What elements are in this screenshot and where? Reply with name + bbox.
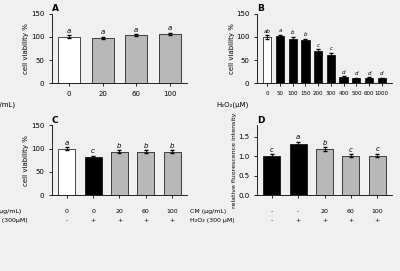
Text: a: a xyxy=(64,140,69,146)
Text: 0: 0 xyxy=(65,209,69,214)
Bar xyxy=(316,149,333,195)
Text: +: + xyxy=(117,218,122,223)
Text: CM (μg/mL): CM (μg/mL) xyxy=(190,209,226,214)
Text: d: d xyxy=(380,71,384,76)
Y-axis label: cell viability %: cell viability % xyxy=(24,23,30,74)
Text: b: b xyxy=(170,143,174,149)
Bar xyxy=(327,54,335,83)
Text: c: c xyxy=(329,46,332,51)
Bar xyxy=(378,78,386,83)
Bar xyxy=(159,34,181,83)
Text: +: + xyxy=(375,218,380,223)
Bar xyxy=(137,152,154,195)
Bar xyxy=(84,157,102,195)
Bar xyxy=(164,152,181,195)
Text: +: + xyxy=(143,218,148,223)
Y-axis label: relative fluorescence intensity: relative fluorescence intensity xyxy=(232,112,237,208)
Text: c: c xyxy=(349,147,353,153)
Text: c: c xyxy=(317,43,320,47)
Text: c: c xyxy=(270,147,274,153)
Text: a: a xyxy=(278,28,282,33)
Text: -: - xyxy=(271,218,273,223)
Text: a: a xyxy=(67,28,71,34)
Text: 60: 60 xyxy=(347,209,355,214)
Bar xyxy=(276,36,284,83)
Bar xyxy=(111,152,128,195)
Bar xyxy=(342,156,360,195)
Text: b: b xyxy=(304,32,307,37)
Text: +: + xyxy=(90,218,96,223)
Bar xyxy=(314,51,322,83)
Bar xyxy=(263,156,280,195)
Bar xyxy=(263,37,272,83)
Text: CM(μg/mL): CM(μg/mL) xyxy=(0,102,16,108)
Text: H₂O₂ (300 μM): H₂O₂ (300 μM) xyxy=(190,218,234,223)
Text: a: a xyxy=(296,134,300,140)
Text: -: - xyxy=(66,218,68,223)
Bar xyxy=(369,156,386,195)
Bar xyxy=(289,39,297,83)
Text: a: a xyxy=(168,25,172,31)
Text: H₂O₂ (300μM): H₂O₂ (300μM) xyxy=(0,218,27,223)
Bar xyxy=(365,78,373,83)
Text: 100: 100 xyxy=(372,209,383,214)
Bar xyxy=(352,78,360,83)
Bar xyxy=(92,38,114,83)
Text: c: c xyxy=(375,146,379,153)
Text: +: + xyxy=(170,218,175,223)
Text: b: b xyxy=(117,143,122,149)
Text: d: d xyxy=(354,71,358,76)
Text: d: d xyxy=(342,70,345,75)
Text: a: a xyxy=(100,30,105,36)
Text: CM (μg/mL): CM (μg/mL) xyxy=(0,209,21,214)
Text: b: b xyxy=(291,30,294,36)
Bar xyxy=(58,149,75,195)
Bar xyxy=(125,35,147,83)
Text: +: + xyxy=(296,218,301,223)
Bar xyxy=(301,40,310,83)
Y-axis label: cell viability %: cell viability % xyxy=(24,135,30,186)
Text: d: d xyxy=(367,71,371,76)
Text: B: B xyxy=(257,4,264,13)
Text: -: - xyxy=(297,209,299,214)
Bar xyxy=(340,77,348,83)
Text: +: + xyxy=(348,218,354,223)
Text: 20: 20 xyxy=(116,209,123,214)
Text: D: D xyxy=(257,115,264,124)
Text: b: b xyxy=(144,143,148,149)
Text: 0: 0 xyxy=(91,209,95,214)
Bar xyxy=(290,144,307,195)
Text: -: - xyxy=(271,209,273,214)
Text: 100: 100 xyxy=(166,209,178,214)
Text: b: b xyxy=(322,140,327,146)
Text: c: c xyxy=(91,148,95,154)
Text: ab: ab xyxy=(264,28,271,34)
Text: H₂O₂(μM): H₂O₂(μM) xyxy=(217,102,249,108)
Text: 60: 60 xyxy=(142,209,150,214)
Text: a: a xyxy=(134,27,138,33)
Text: A: A xyxy=(52,4,59,13)
Text: C: C xyxy=(52,115,59,124)
Y-axis label: cell viability %: cell viability % xyxy=(228,23,234,74)
Text: +: + xyxy=(322,218,327,223)
Text: 20: 20 xyxy=(321,209,328,214)
Bar xyxy=(58,37,80,83)
